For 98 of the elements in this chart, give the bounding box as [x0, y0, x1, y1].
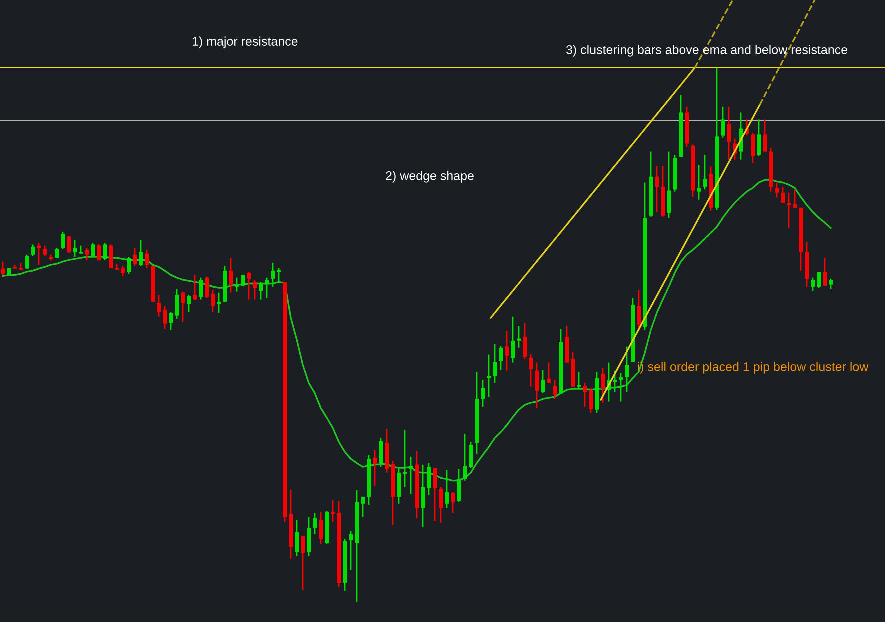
candlestick: [499, 346, 503, 372]
candlestick: [193, 274, 197, 300]
candlestick: [133, 247, 137, 267]
candlestick: [817, 271, 821, 289]
candlestick: [721, 106, 725, 139]
candlestick: [451, 491, 455, 514]
candlestick: [613, 370, 617, 393]
candlestick: [541, 370, 545, 394]
candlestick: [211, 289, 215, 313]
candlestick: [445, 470, 449, 509]
candlestick: [265, 277, 269, 299]
candlestick: [433, 467, 437, 522]
candlestick: [1, 261, 5, 276]
candlestick: [781, 186, 785, 204]
candlestick: [271, 262, 275, 288]
candlestick: [409, 456, 413, 495]
candlestick: [505, 330, 509, 372]
candlestick: [439, 486, 443, 524]
candlestick: [295, 519, 299, 557]
candlestick: [793, 189, 797, 209]
candlestick: [205, 276, 209, 299]
candlestick: [379, 437, 383, 468]
candlestick: [583, 382, 587, 408]
candlestick: [157, 294, 161, 318]
candlestick: [421, 464, 425, 528]
candlestick: [259, 281, 263, 300]
candlestick: [127, 256, 131, 275]
candlestick: [121, 265, 125, 277]
candlestick: [97, 244, 101, 262]
candlestick: [187, 294, 191, 313]
candlestick: [823, 257, 827, 287]
candlestick: [697, 164, 701, 201]
candlestick: [199, 277, 203, 300]
candlestick: [535, 362, 539, 409]
candlestick: [31, 244, 35, 257]
candlestick: [163, 305, 167, 330]
candlestick: [103, 242, 107, 261]
candlestick: [757, 119, 761, 157]
candlestick: [73, 239, 77, 258]
candlestick: [775, 182, 779, 198]
candlestick: [319, 511, 323, 545]
candlestick: [787, 192, 791, 229]
candlestick: [313, 512, 317, 536]
candlestick: [145, 249, 149, 269]
candlestick: [529, 354, 533, 388]
candlestick: [589, 387, 593, 414]
candlestick: [331, 499, 335, 523]
candlestick: [91, 242, 95, 258]
candlestick: [481, 379, 485, 408]
candlestick: [829, 278, 833, 290]
candlestick: [373, 449, 377, 487]
candlestick: [601, 367, 605, 404]
candlestick: [217, 292, 221, 314]
candlestick: [493, 343, 497, 384]
candlestick: [511, 316, 515, 364]
candlestick: [703, 154, 707, 190]
candlestick: [67, 235, 71, 254]
candlestick: [463, 433, 467, 482]
candlestick: [625, 346, 629, 393]
candlestick: [517, 325, 521, 349]
candlestick: [427, 462, 431, 496]
candlestick: [637, 289, 641, 331]
candlestick: [43, 245, 47, 257]
candlestick: [181, 291, 185, 323]
candlestick: [229, 257, 233, 294]
candlestick: [277, 268, 281, 284]
candlestick: [301, 535, 305, 592]
candlestick: [175, 288, 179, 320]
candlestick: [487, 354, 491, 398]
candlestick: [811, 277, 815, 292]
candlestick: [619, 372, 623, 403]
candlestick: [727, 106, 731, 160]
candlestick: [553, 379, 557, 400]
candlestick: [547, 362, 551, 384]
candlestick: [61, 231, 65, 250]
candlestick: [25, 254, 29, 270]
candlestick: [751, 132, 755, 164]
candlestick: [253, 279, 257, 300]
text: 3) clustering bars above ema and below resistance: [566, 45, 848, 57]
candlestick: [361, 496, 365, 518]
candlestick: [139, 239, 143, 267]
candlestick: [109, 244, 113, 269]
candlestick: [169, 311, 173, 331]
candlestick: [469, 441, 473, 469]
candlestick: [577, 371, 581, 390]
candlestick: [523, 322, 527, 360]
candlestick: [37, 242, 41, 266]
candlestick: [247, 271, 251, 300]
candlestick: [667, 151, 671, 219]
ref-line-label: 1) major resistance: [192, 36, 298, 48]
candlestick: [349, 530, 353, 571]
candlestick: [403, 429, 407, 488]
candlestick: [655, 165, 659, 213]
candlestick: [85, 247, 89, 261]
candlestick: [235, 277, 239, 292]
candlestick: [457, 468, 461, 503]
annotation: 2) wedge shape: [386, 171, 474, 183]
candlestick: [763, 119, 767, 152]
